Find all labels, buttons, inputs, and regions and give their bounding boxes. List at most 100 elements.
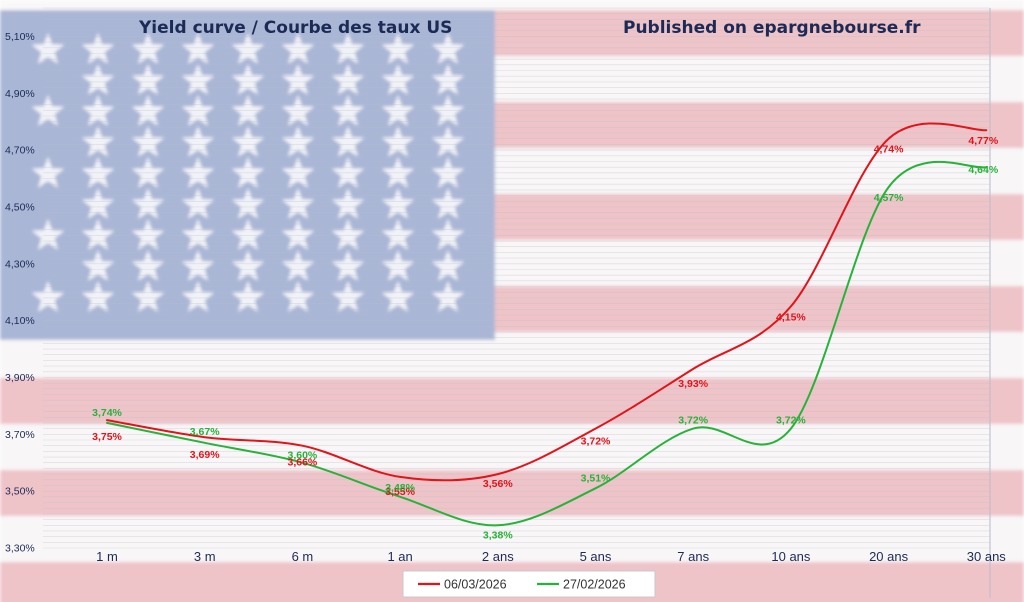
flag-star	[131, 157, 165, 188]
flag-star	[181, 281, 215, 312]
flag-star	[131, 95, 165, 126]
data-label-series-1: 3,93%	[678, 378, 708, 390]
flag-star	[181, 95, 215, 126]
flag-star	[431, 219, 465, 250]
x-tick-label: 3 m	[194, 549, 216, 564]
flag-star	[31, 33, 65, 64]
x-axis-ticks: 1 m 3 m 6 m 1 an 2 ans 5 ans 7 ans 10 ans 20 ans…	[96, 549, 1006, 564]
flag-star	[231, 219, 265, 250]
flag-star	[131, 281, 165, 312]
flag-star	[31, 219, 65, 250]
flag-star	[181, 250, 215, 281]
x-tick-label: 10 ans	[771, 549, 811, 564]
flag-star	[281, 281, 315, 312]
flag-star	[81, 33, 115, 64]
flag-star	[381, 126, 415, 157]
gridlines	[43, 7, 991, 598]
x-tick-label: 20 ans	[869, 549, 909, 564]
flag-star	[431, 250, 465, 281]
flag-star	[81, 188, 115, 219]
flag-star	[431, 33, 465, 64]
flag-star	[81, 250, 115, 281]
x-tick-label: 1 an	[387, 549, 412, 564]
y-tick-label: 3,90%	[5, 372, 35, 384]
flag-star	[281, 95, 315, 126]
data-label-series-2: 3,48%	[385, 482, 415, 494]
flag-star	[331, 64, 365, 95]
flag-star	[331, 188, 365, 219]
y-tick-label: 4,10%	[5, 315, 35, 327]
flag-star	[131, 250, 165, 281]
flag-star	[381, 250, 415, 281]
flag-star	[31, 95, 65, 126]
x-tick-label: 30 ans	[967, 549, 1007, 564]
flag-stripe	[0, 378, 1024, 424]
y-tick-label: 3,50%	[5, 486, 35, 498]
flag-star	[431, 126, 465, 157]
flag-star	[231, 64, 265, 95]
flag-star	[381, 157, 415, 188]
flag-star	[331, 250, 365, 281]
flag-star	[81, 126, 115, 157]
legend-label-series-2: 27/02/2026	[563, 578, 626, 592]
flag-star	[231, 157, 265, 188]
flag-star	[431, 157, 465, 188]
flag-star	[131, 219, 165, 250]
flag-star	[381, 33, 415, 64]
y-tick-label: 4,70%	[5, 145, 35, 157]
flag-star	[431, 64, 465, 95]
flag-star	[181, 33, 215, 64]
x-tick-label: 5 ans	[580, 549, 612, 564]
flag-star	[331, 126, 365, 157]
y-axis-ticks: 3,30% 3,50% 3,70% 3,90% 4,10% 4,30% 4,50% 4,70%…	[5, 31, 35, 555]
flag-star	[31, 157, 65, 188]
legend-label-series-1: 06/03/2026	[444, 578, 507, 592]
data-label-series-1: 3,75%	[92, 431, 122, 443]
data-label-series-2: 3,72%	[678, 415, 708, 427]
flag-star	[431, 95, 465, 126]
x-tick-label: 2 ans	[482, 549, 514, 564]
data-label-series-1: 3,69%	[190, 449, 220, 461]
y-tick-label: 4,30%	[5, 258, 35, 270]
data-label-series-1: 4,77%	[968, 135, 998, 147]
flag-star	[81, 64, 115, 95]
flag-star	[281, 219, 315, 250]
flag-star	[331, 95, 365, 126]
flag-star	[181, 64, 215, 95]
data-label-series-2: 3,51%	[581, 472, 611, 484]
flag-star	[381, 188, 415, 219]
flag-star	[131, 188, 165, 219]
flag-star	[331, 219, 365, 250]
data-label-series-2: 3,38%	[483, 529, 513, 541]
flag-star	[431, 188, 465, 219]
flag-star	[281, 126, 315, 157]
data-label-series-1: 3,72%	[581, 436, 611, 448]
flag-star	[331, 281, 365, 312]
y-tick-label: 3,70%	[5, 429, 35, 441]
data-label-series-2: 3,67%	[190, 426, 220, 438]
y-tick-label: 4,50%	[5, 201, 35, 213]
flag-star	[281, 33, 315, 64]
flag-star	[181, 126, 215, 157]
flag-star	[281, 250, 315, 281]
flag-star	[381, 219, 415, 250]
data-label-series-1: 4,74%	[874, 144, 904, 156]
x-tick-label: 6 m	[292, 549, 314, 564]
flag-star	[231, 33, 265, 64]
flag-stripe	[0, 470, 1024, 516]
flag-star	[281, 64, 315, 95]
flag-star	[131, 126, 165, 157]
y-tick-label: 4,90%	[5, 88, 35, 100]
x-tick-label: 7 ans	[677, 549, 709, 564]
flag-star	[431, 281, 465, 312]
flag-star	[231, 281, 265, 312]
flag-star	[181, 219, 215, 250]
series-line-1	[106, 122, 988, 482]
flag-star	[231, 188, 265, 219]
data-label-series-1: 3,56%	[483, 478, 513, 490]
series-lines	[106, 122, 988, 527]
legend: 06/03/2026 27/02/2026	[402, 570, 656, 598]
flag-star	[231, 250, 265, 281]
